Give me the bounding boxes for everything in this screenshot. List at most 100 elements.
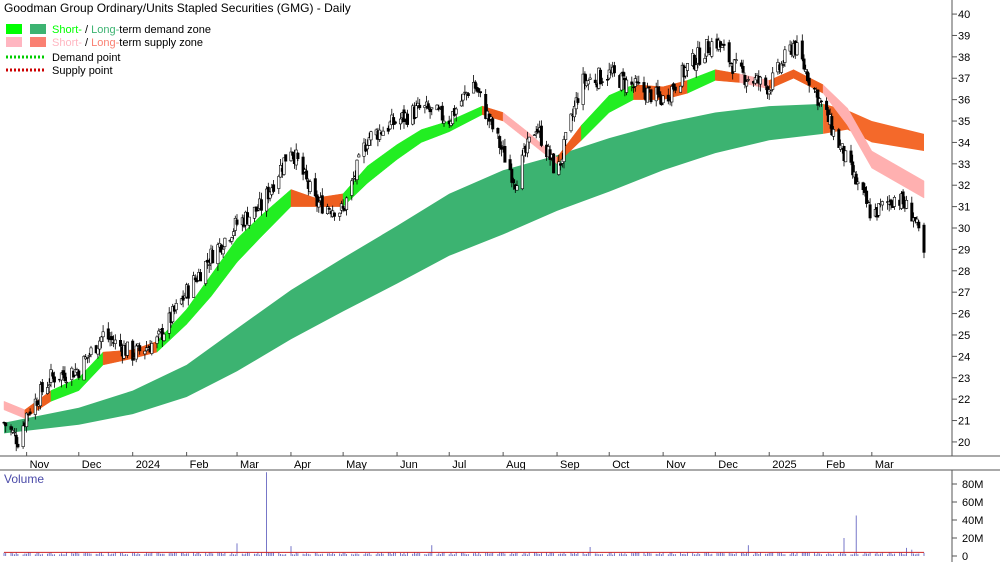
legend-label: Demand point — [52, 52, 121, 64]
price-bar-body — [291, 151, 295, 156]
price-bar — [216, 242, 220, 271]
price-bar-body — [732, 59, 736, 72]
price-bar-body — [171, 306, 175, 323]
price-bar — [87, 352, 91, 363]
price-bar — [416, 97, 420, 109]
short-term-zone-segment — [502, 111, 528, 141]
price-bar-body — [301, 156, 305, 175]
price-bar-body — [746, 79, 750, 81]
price-bar — [491, 116, 495, 133]
month-label: Sep — [560, 459, 580, 471]
legend-swatch-short — [6, 37, 22, 47]
price-bar-body — [277, 176, 281, 189]
price-bar — [739, 59, 743, 69]
price-bar — [365, 139, 369, 155]
price-bar — [289, 147, 293, 162]
price-bar — [825, 97, 829, 116]
price-axis-label: 26 — [958, 309, 970, 321]
price-bar — [487, 113, 491, 129]
price-bar — [562, 135, 566, 169]
price-bar-body — [525, 138, 529, 154]
price-bar — [779, 61, 783, 75]
price-bar — [99, 336, 103, 349]
price-bar-body — [805, 71, 809, 82]
legend-swatch-short — [6, 24, 22, 34]
price-bar — [666, 88, 670, 105]
short-term-zone-segment — [687, 69, 716, 94]
price-bar-body — [254, 206, 258, 212]
price-bar — [771, 67, 775, 91]
price-bar — [583, 71, 587, 90]
price-bar-body — [812, 88, 816, 90]
price-bar-body — [720, 45, 724, 49]
price-bar — [915, 216, 919, 226]
price-bar-body — [569, 113, 573, 132]
short-term-zone-segment — [210, 237, 238, 298]
price-bar-body — [558, 163, 562, 166]
price-bar-body — [155, 336, 159, 344]
price-bar-body — [729, 62, 733, 65]
price-bar-body — [61, 370, 65, 376]
price-bar-body — [440, 105, 444, 121]
price-bar — [658, 86, 662, 105]
price-bar-body — [684, 67, 688, 77]
price-bar-body — [922, 224, 926, 253]
price-bar-body — [77, 370, 81, 378]
price-bar — [84, 354, 88, 360]
price-bar-body — [901, 191, 905, 205]
price-bar-body — [892, 197, 896, 207]
price-bar-body — [484, 94, 488, 119]
price-bar-body — [315, 194, 319, 207]
price-bar-body — [863, 186, 867, 193]
price-bar — [4, 422, 8, 433]
price-bar-body — [771, 72, 775, 90]
legend-label: Supply point — [52, 65, 113, 77]
price-bar — [106, 322, 110, 343]
price-bar-body — [82, 355, 86, 381]
price-bar — [905, 195, 909, 210]
price-bar — [802, 54, 806, 71]
price-bar-body — [539, 125, 543, 146]
price-bar-body — [150, 343, 154, 354]
month-label: Nov — [666, 459, 686, 471]
price-axis-label: 22 — [958, 394, 970, 406]
price-bar-body — [630, 81, 634, 85]
price-bar — [143, 350, 147, 360]
price-bar-body — [96, 347, 100, 355]
price-bar — [454, 106, 458, 122]
volume-axis-label: 20M — [962, 533, 983, 545]
price-bar-body — [477, 88, 481, 93]
price-bar — [745, 79, 749, 93]
price-bar — [223, 237, 227, 250]
price-bar — [672, 82, 676, 92]
short-term-zone-segment — [396, 129, 422, 160]
price-bar — [414, 100, 418, 119]
price-bar — [649, 88, 653, 104]
price-bar-body — [753, 77, 757, 84]
chart-title: Goodman Group Ordinary/Units Stapled Sec… — [4, 1, 351, 15]
price-axis-label: 40 — [958, 9, 970, 21]
month-label: Dec — [718, 459, 738, 471]
price-bar-body — [678, 85, 682, 93]
price-bar-body — [87, 355, 91, 357]
price-bar-body — [392, 117, 396, 125]
price-bar — [496, 127, 500, 139]
price-bar — [204, 260, 208, 286]
price-bar-body — [917, 221, 921, 229]
price-bar-body — [619, 72, 623, 91]
price-axis-label: 36 — [958, 95, 970, 107]
price-bar — [564, 132, 568, 146]
price-bar-body — [63, 372, 67, 381]
price-bar-body — [910, 202, 914, 222]
price-bar — [345, 196, 349, 216]
price-bar — [572, 100, 576, 122]
price-bar — [917, 220, 921, 232]
price-bar-body — [804, 69, 808, 73]
legend-label-rest: term supply zone — [119, 37, 203, 49]
short-term-zone-segment — [367, 144, 398, 184]
price-bar-body — [564, 132, 568, 140]
price-bar — [11, 426, 15, 434]
price-bar — [698, 41, 702, 66]
price-bar-body — [179, 298, 183, 305]
